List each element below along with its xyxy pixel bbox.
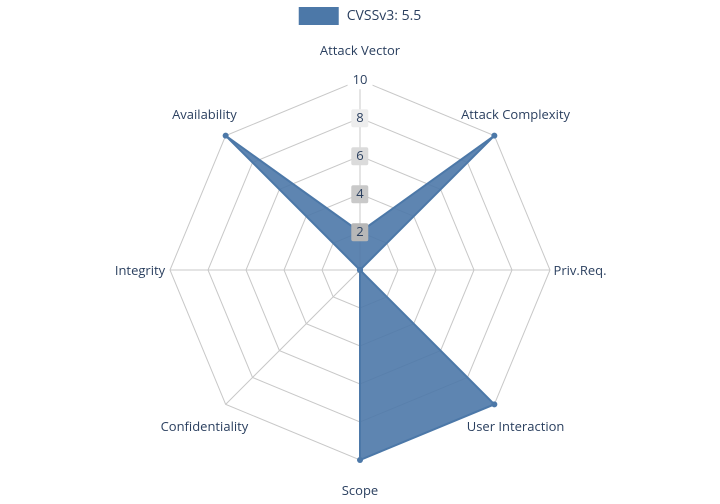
axis-label: Integrity [115,261,165,279]
cvss-radar-chart: CVSSv3: 5.5 Attack Vector Attack Complexi… [0,0,720,504]
axis-label: Attack Complexity [461,105,570,123]
radial-tick-label: 4 [351,185,368,203]
axis-label: Confidentiality [161,417,249,435]
axis-label: Priv.Req. [553,261,606,279]
series-marker[interactable] [491,401,497,407]
legend[interactable]: CVSSv3: 5.5 [299,6,422,25]
radial-tick-label: 2 [351,223,368,241]
radial-tick-label: 6 [351,147,368,165]
axis-label: User Interaction [467,417,565,435]
series-marker[interactable] [357,457,363,463]
series-marker[interactable] [357,267,363,273]
legend-swatch [299,7,339,25]
axis-label: Attack Vector [320,41,400,59]
axis-label: Scope [342,481,378,499]
radial-tick-label: 10 [348,71,373,89]
radial-tick-label: 8 [351,109,368,127]
series-marker[interactable] [223,133,229,139]
legend-label: CVSSv3: 5.5 [347,6,422,25]
series-marker[interactable] [491,133,497,139]
axis-label: Availability [172,105,237,123]
